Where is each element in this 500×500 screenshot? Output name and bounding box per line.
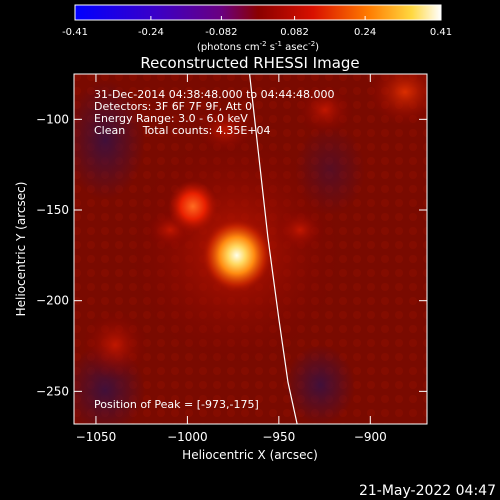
y-tick-label: −200 — [36, 294, 69, 308]
peak-position-label: Position of Peak = [-973,-175] — [94, 398, 259, 411]
colorbar-units: (photons cm-2 s-1 asec-2) — [197, 40, 319, 53]
colorbar-tick-label: -0.41 — [62, 27, 88, 38]
y-axis-label: Heliocentric Y (arcsec) — [14, 182, 28, 317]
info-line: Detectors: 3F 6F 7F 9F, Att 0 — [94, 100, 252, 113]
info-line: Energy Range: 3.0 - 6.0 keV — [94, 112, 248, 125]
secondary-source — [168, 180, 218, 233]
y-tick-label: −100 — [36, 112, 69, 126]
peak-source — [201, 218, 272, 293]
colorbar — [74, 4, 442, 21]
heatmap-image — [74, 74, 427, 424]
y-tick-label: −250 — [36, 384, 69, 398]
colorbar-tick-label: -0.082 — [205, 27, 237, 38]
colorbar-tick-label: 0.41 — [430, 27, 452, 38]
y-axis-ticks: −100 −150 −200 −250 — [36, 112, 427, 398]
info-line: Clean Total counts: 4.35E+04 — [94, 124, 271, 137]
x-tick-label: −900 — [354, 430, 387, 444]
info-line: 31-Dec-2014 04:38:48.000 to 04:44:48.000 — [94, 88, 335, 101]
x-tick-label: −1050 — [76, 430, 117, 444]
x-axis-ticks: −1050 −1000 −950 −900 — [76, 74, 387, 444]
colorbar-tick-label: -0.24 — [138, 27, 164, 38]
solar-limb — [248, 74, 298, 424]
chart-title: Reconstructed RHESSI Image — [140, 54, 359, 72]
colorbar-ticks: -0.41 -0.24 -0.082 0.082 0.24 0.41 — [62, 16, 452, 38]
plot-frame — [73, 73, 428, 425]
y-tick-label: −150 — [36, 203, 69, 217]
x-axis-label: Heliocentric X (arcsec) — [182, 448, 318, 462]
x-tick-label: −1000 — [167, 430, 208, 444]
timestamp: 21-May-2022 04:47 — [359, 483, 496, 499]
info-block: 31-Dec-2014 04:38:48.000 to 04:44:48.000… — [94, 88, 335, 137]
x-tick-label: −950 — [262, 430, 295, 444]
colorbar-tick-label: 0.082 — [280, 27, 309, 38]
colorbar-tick-label: 0.24 — [354, 27, 376, 38]
